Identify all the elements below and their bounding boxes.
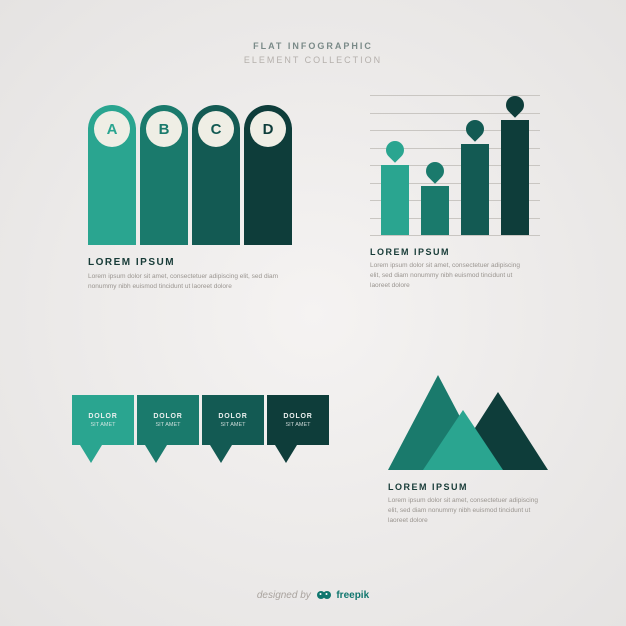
column: A: [88, 105, 136, 245]
column: B: [140, 105, 188, 245]
callout: DOLOR SIT AMET: [72, 395, 134, 463]
gridline: [370, 235, 540, 236]
caption-el4: LOREM IPSUM Lorem ipsum dolor sit amet, …: [388, 482, 558, 525]
callout-label-top: DOLOR: [283, 413, 312, 420]
callout-label-bottom: SIT AMET: [91, 422, 116, 428]
bar: [381, 165, 409, 235]
column: C: [192, 105, 240, 245]
caption-title: LOREM IPSUM: [388, 482, 558, 492]
bar-chart-area: [370, 95, 540, 235]
column-letter-circle: D: [250, 111, 286, 147]
callout-pointer-icon: [210, 445, 232, 463]
bar: [421, 186, 449, 235]
callout-box: DOLOR SIT AMET: [267, 395, 329, 445]
callout-box: DOLOR SIT AMET: [137, 395, 199, 445]
callout-label-bottom: SIT AMET: [221, 422, 246, 428]
callout-box: DOLOR SIT AMET: [202, 395, 264, 445]
column-letter-circle: C: [198, 111, 234, 147]
callout: DOLOR SIT AMET: [202, 395, 264, 463]
bar-marker-icon: [382, 137, 407, 162]
column-letter-circle: A: [94, 111, 130, 147]
callout: DOLOR SIT AMET: [267, 395, 329, 463]
callout-label-top: DOLOR: [88, 413, 117, 420]
footer-prefix: designed by: [257, 590, 311, 601]
attribution-footer: designed by freepik: [0, 586, 626, 602]
caption-el1: LOREM IPSUM Lorem ipsum dolor sit amet, …: [88, 257, 298, 292]
callout-box: DOLOR SIT AMET: [72, 395, 134, 445]
header-line2: ELEMENT COLLECTION: [0, 54, 626, 68]
callout-label-bottom: SIT AMET: [156, 422, 181, 428]
caption-body: Lorem ipsum dolor sit amet, consectetuer…: [370, 261, 530, 290]
caption-title: LOREM IPSUM: [88, 257, 298, 268]
caption-el2: LOREM IPSUM Lorem ipsum dolor sit amet, …: [370, 247, 550, 290]
caption-title: LOREM IPSUM: [370, 247, 550, 257]
footer-brand: freepik: [336, 590, 369, 601]
caption-body: Lorem ipsum dolor sit amet, consectetuer…: [88, 272, 288, 292]
bar: [501, 120, 529, 235]
column-letter-circle: B: [146, 111, 182, 147]
bar: [461, 144, 489, 235]
page-header: FLAT INFOGRAPHIC ELEMENT COLLECTION: [0, 0, 626, 67]
callout-label-bottom: SIT AMET: [286, 422, 311, 428]
bar-chart-element: LOREM IPSUM Lorem ipsum dolor sit amet, …: [370, 95, 550, 290]
bar-marker-icon: [422, 158, 447, 183]
callout-row-element: DOLORSIT AMETDOLORSIT AMETDOLORSIT AMETD…: [72, 395, 352, 463]
callout-pointer-icon: [80, 445, 102, 463]
callout-pointer-icon: [275, 445, 297, 463]
caption-body: Lorem ipsum dolor sit amet, consectetuer…: [388, 496, 548, 525]
callout: DOLOR SIT AMET: [137, 395, 199, 463]
mountains-element: LOREM IPSUM Lorem ipsum dolor sit amet, …: [388, 370, 558, 525]
callout-pointer-icon: [145, 445, 167, 463]
callout-label-top: DOLOR: [153, 413, 182, 420]
freepik-logo-icon: [316, 586, 332, 602]
bar-marker-icon: [462, 116, 487, 141]
mountain-chart: [388, 370, 548, 470]
bar-marker-icon: [502, 92, 527, 117]
callout-label-top: DOLOR: [218, 413, 247, 420]
infographic-grid: ABCD LOREM IPSUM Lorem ipsum dolor sit a…: [0, 95, 626, 565]
rounded-columns-element: ABCD LOREM IPSUM Lorem ipsum dolor sit a…: [88, 105, 298, 292]
header-line1: FLAT INFOGRAPHIC: [0, 40, 626, 54]
column: D: [244, 105, 292, 245]
